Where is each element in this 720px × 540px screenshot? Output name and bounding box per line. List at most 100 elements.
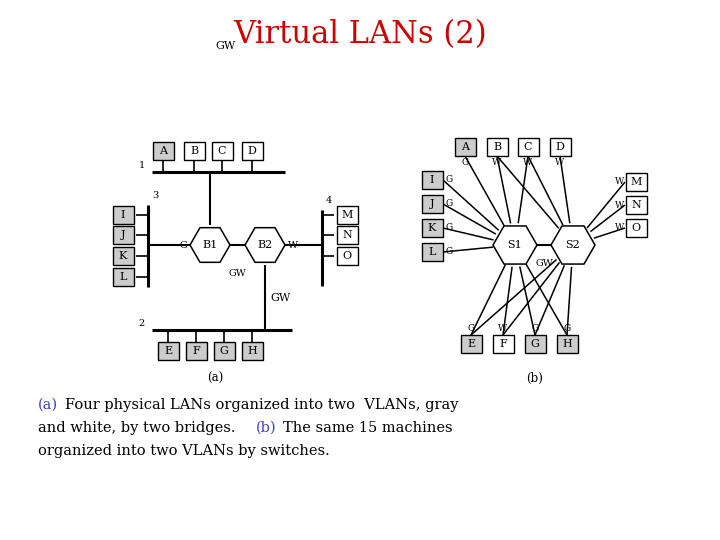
Text: S1: S1 (508, 240, 523, 250)
Text: W: W (615, 200, 624, 210)
Text: F: F (192, 346, 200, 356)
Bar (549, 138, 570, 156)
Text: F: F (499, 339, 507, 349)
Text: C: C (523, 142, 532, 152)
Bar (518, 138, 539, 156)
Text: N: N (342, 230, 352, 240)
Text: E: E (164, 346, 172, 356)
Text: D: D (556, 142, 564, 152)
Text: and white, by two bridges.: and white, by two bridges. (38, 421, 245, 435)
Polygon shape (551, 226, 595, 264)
Text: (b): (b) (256, 421, 276, 435)
Bar (421, 171, 443, 189)
Bar (214, 342, 235, 360)
Text: W: W (555, 158, 564, 167)
Bar (421, 219, 443, 237)
Text: 4: 4 (326, 196, 332, 205)
Bar (112, 268, 133, 286)
Text: W: W (288, 240, 298, 249)
Text: G: G (445, 247, 452, 256)
Text: C: C (217, 146, 226, 156)
Text: O: O (343, 251, 351, 261)
Text: L: L (428, 247, 436, 257)
Text: (a): (a) (207, 372, 223, 384)
Text: organized into two VLANs by switches.: organized into two VLANs by switches. (38, 444, 330, 458)
Bar (186, 342, 207, 360)
Text: J: J (121, 230, 125, 240)
Text: O: O (631, 223, 641, 233)
Text: M: M (341, 210, 353, 220)
Text: G: G (467, 324, 474, 333)
Text: B1: B1 (202, 240, 217, 250)
Bar (112, 206, 133, 224)
Text: G: G (462, 158, 469, 167)
Text: (a): (a) (38, 398, 58, 412)
Text: I: I (121, 210, 125, 220)
Polygon shape (245, 228, 285, 262)
Text: H: H (562, 339, 572, 349)
Text: G: G (531, 339, 539, 349)
Text: G: G (445, 224, 452, 233)
Text: G: G (445, 176, 452, 185)
Text: W: W (523, 158, 533, 167)
Bar (241, 142, 263, 160)
Text: GW: GW (228, 269, 246, 278)
Bar (487, 138, 508, 156)
Bar (524, 335, 546, 353)
Bar (112, 226, 133, 244)
Text: K: K (119, 251, 127, 261)
Text: 1: 1 (139, 161, 145, 170)
Text: A: A (159, 146, 167, 156)
Bar (153, 142, 174, 160)
Text: GW: GW (215, 41, 235, 51)
Polygon shape (190, 228, 230, 262)
Bar (626, 196, 647, 214)
Text: Four physical LANs organized into two  VLANs, gray: Four physical LANs organized into two VL… (65, 398, 459, 412)
Text: W: W (492, 158, 502, 167)
Text: L: L (120, 272, 127, 282)
Bar (557, 335, 577, 353)
Text: G: G (220, 346, 228, 356)
Bar (212, 142, 233, 160)
Text: J: J (430, 199, 434, 209)
Text: W: W (498, 324, 508, 333)
Bar (336, 226, 358, 244)
Bar (626, 173, 647, 191)
Text: GW: GW (535, 259, 553, 268)
Text: H: H (247, 346, 257, 356)
Text: B: B (493, 142, 501, 152)
Text: B: B (190, 146, 198, 156)
Text: I: I (430, 175, 434, 185)
Text: W: W (615, 224, 624, 233)
Bar (336, 206, 358, 224)
Text: G: G (563, 324, 571, 333)
Bar (461, 335, 482, 353)
Bar (421, 243, 443, 261)
Bar (336, 247, 358, 265)
Bar (112, 247, 133, 265)
Text: W: W (615, 178, 624, 186)
Text: 3: 3 (152, 191, 158, 200)
Text: D: D (248, 146, 256, 156)
Bar (626, 219, 647, 237)
Bar (241, 342, 263, 360)
Bar (492, 335, 513, 353)
Text: (b): (b) (526, 372, 544, 384)
Text: Virtual LANs (2): Virtual LANs (2) (233, 19, 487, 51)
Text: N: N (631, 200, 641, 210)
Text: G: G (179, 240, 187, 249)
Bar (158, 342, 179, 360)
Text: The same 15 machines: The same 15 machines (283, 421, 453, 435)
Text: G: G (531, 324, 539, 333)
Text: S2: S2 (566, 240, 580, 250)
Bar (421, 195, 443, 213)
Text: K: K (428, 223, 436, 233)
Bar (184, 142, 204, 160)
Text: G: G (445, 199, 452, 208)
Text: A: A (461, 142, 469, 152)
Polygon shape (493, 226, 537, 264)
Bar (454, 138, 475, 156)
Text: GW: GW (270, 293, 290, 303)
Text: B2: B2 (257, 240, 273, 250)
Text: 2: 2 (139, 319, 145, 328)
